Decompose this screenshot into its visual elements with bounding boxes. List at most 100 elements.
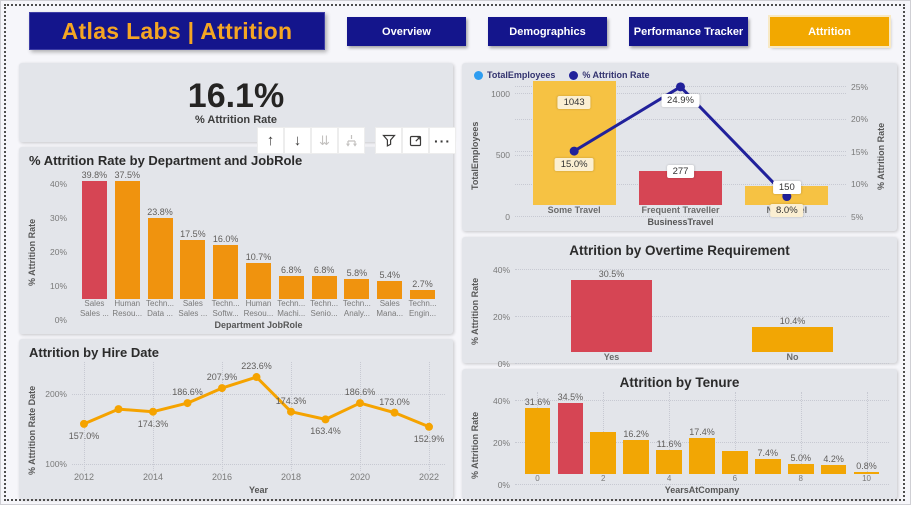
bar-group: 6.8% <box>275 170 308 299</box>
bar-5[interactable] <box>246 262 271 299</box>
data-point-marker[interactable] <box>149 407 157 416</box>
bar-3[interactable] <box>180 239 206 299</box>
drill-down-icon[interactable]: ↓ <box>284 127 311 154</box>
bar-8[interactable] <box>344 279 370 299</box>
bar-2[interactable] <box>147 218 173 299</box>
bar-1[interactable] <box>557 403 584 474</box>
x-axis-category-label <box>751 474 784 484</box>
bar-4[interactable] <box>213 244 239 299</box>
bar-no[interactable] <box>751 327 834 352</box>
plot-area: 30.5% 10.4% <box>515 260 889 364</box>
x-axis-title: BusinessTravel <box>647 217 714 227</box>
bar-group: 17.4% <box>686 392 719 474</box>
bar-group: 5.8% <box>341 170 374 299</box>
bar-9[interactable] <box>820 465 847 474</box>
bar-5[interactable] <box>689 437 715 474</box>
data-point-marker[interactable] <box>114 405 123 414</box>
data-point-marker[interactable] <box>183 399 192 408</box>
bar-7[interactable] <box>311 275 337 299</box>
y-axis-left-tick-label: 500 <box>495 150 510 161</box>
gridline <box>515 118 846 120</box>
attrition-rate-line <box>569 82 792 202</box>
bar-6[interactable] <box>278 275 304 299</box>
x-axis-tick-label: 2014 <box>142 472 164 482</box>
focus-mode-icon[interactable] <box>402 127 429 154</box>
chart-title: % Attrition Rate by Department and JobRo… <box>29 153 303 168</box>
bar-6[interactable] <box>722 450 748 474</box>
data-point-marker[interactable] <box>80 419 88 428</box>
y-axis-tick-label: 40% <box>492 395 510 406</box>
x-axis-tick-label: 2020 <box>349 472 371 482</box>
bar-value-label: 1043 <box>557 95 591 109</box>
y-axis-tick-label: 40% <box>49 179 67 190</box>
data-point-marker[interactable] <box>425 422 433 431</box>
x-axis-category-label <box>554 474 587 484</box>
bar-group <box>718 392 751 474</box>
nav-button-attrition[interactable]: Attrition <box>770 17 889 46</box>
data-point-marker[interactable] <box>321 415 330 424</box>
bar-group: 11.6% <box>653 392 686 474</box>
y-axis-ticks: 40% 20% 0% <box>483 260 515 369</box>
gridline-vertical <box>800 392 802 474</box>
legend-item-totalemployees: TotalEmployees <box>474 70 555 80</box>
data-point-marker[interactable] <box>287 407 295 416</box>
filters-icon[interactable] <box>375 127 402 154</box>
x-axis-title: Department JobRole <box>214 320 303 330</box>
data-point-marker[interactable] <box>390 408 399 417</box>
x-axis-category-label: Some Travel <box>547 204 601 215</box>
bar-yes[interactable] <box>570 280 653 352</box>
y-axis-title: % Attrition Rate <box>27 218 37 286</box>
visual-header-toolbar: ↑ ↓ ⇊ ··· <box>257 127 456 154</box>
chart-title: Attrition by Overtime Requirement <box>569 243 790 258</box>
bar-0[interactable] <box>524 407 551 474</box>
bar-10[interactable] <box>410 289 435 299</box>
gridline-vertical <box>734 392 736 474</box>
bar-1[interactable] <box>114 181 140 299</box>
gridline <box>515 269 889 271</box>
y-axis-right-tick-label: 5% <box>851 211 864 222</box>
bar-value-label: 16.2% <box>623 429 649 440</box>
x-axis-category-label <box>817 474 850 484</box>
bar-3[interactable] <box>623 440 649 474</box>
gridline-vertical <box>84 362 85 471</box>
bar-0[interactable] <box>81 181 107 299</box>
legend-dot-totalemployees <box>474 70 483 80</box>
data-point-marker[interactable] <box>218 384 226 393</box>
gridline <box>515 363 889 364</box>
gridline <box>515 400 889 402</box>
x-axis-category-label: Human Resou... <box>112 299 143 318</box>
data-point-label: 152.9% <box>413 433 445 444</box>
bar-series: 39.8% 37.5% 23.8% 17.5% 16.0% 10.7% 6.8% 6.8% 5.… <box>72 170 445 299</box>
expand-all-down-icon <box>338 127 365 154</box>
bar-4[interactable] <box>656 449 682 474</box>
bar-value-label: 277 <box>666 165 695 178</box>
x-axis-tick-label: 2018 <box>280 472 302 482</box>
data-point-marker[interactable] <box>676 82 685 92</box>
data-point-marker[interactable] <box>569 146 579 156</box>
x-axis-category-label: 0 <box>535 474 540 483</box>
nav-button-demographics[interactable]: Demographics <box>488 17 607 46</box>
data-point-marker[interactable] <box>782 192 792 202</box>
nav-button-performance-tracker[interactable]: Performance Tracker <box>629 17 748 46</box>
bar-group: 17.5% <box>176 170 209 299</box>
bar-value-label: 31.6% <box>524 396 551 407</box>
y-axis-left-title: TotalEmployees <box>470 121 480 191</box>
y-axis-tick-label: 0% <box>54 314 67 325</box>
y-axis-tick-label: 30% <box>49 212 67 223</box>
nav-button-overview[interactable]: Overview <box>347 17 466 46</box>
bar-9[interactable] <box>377 280 403 299</box>
bar-group: 0.8% <box>850 392 883 474</box>
bar-7[interactable] <box>754 458 781 474</box>
report-title-box: Atlas Labs | Attrition <box>29 12 325 50</box>
drill-up-icon[interactable]: ↑ <box>257 127 284 154</box>
bar-10[interactable] <box>853 472 880 474</box>
bar-8[interactable] <box>787 463 814 474</box>
data-point-marker[interactable] <box>356 399 364 408</box>
y-axis-ticks: 40% 20% 0% <box>483 392 515 490</box>
bar-value-label: 6.8% <box>281 264 302 275</box>
more-options-icon[interactable]: ··· <box>429 127 456 154</box>
x-axis-tick-label: 2016 <box>211 472 233 482</box>
data-point-marker[interactable] <box>252 373 261 382</box>
bar-2[interactable] <box>590 431 617 474</box>
